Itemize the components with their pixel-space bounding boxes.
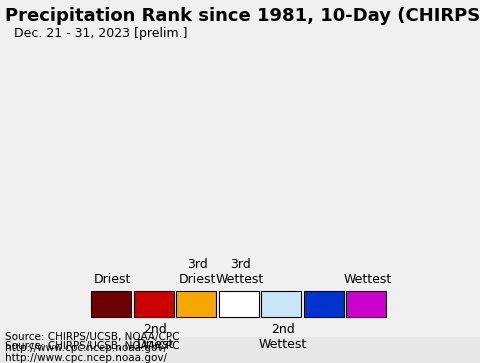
Text: Source: CHIRPS/UCSB, NOAA/CPC
http://www.cpc.ncep.noaa.gov/: Source: CHIRPS/UCSB, NOAA/CPC http://www…: [5, 332, 180, 354]
FancyBboxPatch shape: [134, 291, 174, 318]
Text: 2nd
Driest: 2nd Driest: [136, 323, 174, 351]
FancyBboxPatch shape: [261, 291, 301, 318]
Text: Source: CHIRPS/UCSB, NOAA/CPC
http://www.cpc.ncep.noaa.gov/: Source: CHIRPS/UCSB, NOAA/CPC http://www…: [5, 342, 180, 363]
FancyBboxPatch shape: [346, 291, 386, 318]
Text: Precipitation Rank since 1981, 10-Day (CHIRPS, CPC): Precipitation Rank since 1981, 10-Day (C…: [5, 7, 480, 25]
FancyBboxPatch shape: [219, 291, 259, 318]
FancyBboxPatch shape: [304, 291, 344, 318]
Text: Wettest: Wettest: [343, 273, 392, 286]
Text: Dec. 21 - 31, 2023 [prelim.]: Dec. 21 - 31, 2023 [prelim.]: [14, 27, 188, 40]
Text: 2nd
Wettest: 2nd Wettest: [258, 323, 307, 351]
Text: 3rd
Driest: 3rd Driest: [179, 258, 216, 286]
FancyBboxPatch shape: [176, 291, 216, 318]
Text: Driest: Driest: [94, 273, 131, 286]
FancyBboxPatch shape: [91, 291, 132, 318]
Text: 3rd
Wettest: 3rd Wettest: [216, 258, 264, 286]
FancyBboxPatch shape: [0, 337, 480, 363]
